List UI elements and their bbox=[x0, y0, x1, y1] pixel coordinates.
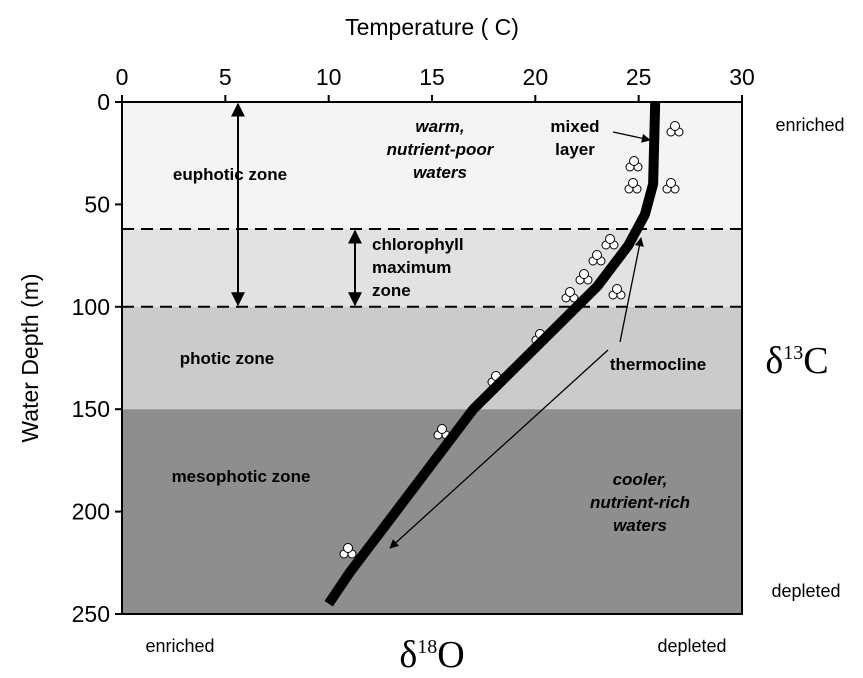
zone-label: euphotic zone bbox=[173, 165, 287, 184]
x-tick-label: 5 bbox=[219, 64, 232, 90]
x-tick-label: 20 bbox=[523, 64, 549, 90]
isotope-element: C bbox=[803, 340, 828, 382]
zone-label: mesophotic zone bbox=[172, 467, 311, 486]
x-tick-label: 25 bbox=[626, 64, 652, 90]
x-tick-label: 15 bbox=[419, 64, 445, 90]
x-tick-label: 30 bbox=[729, 64, 755, 90]
annotation: nutrient-poor bbox=[387, 140, 495, 159]
isotope-mass: 18 bbox=[417, 636, 437, 658]
y-isotope-bottom: depleted bbox=[771, 581, 840, 601]
y-tick-label: 50 bbox=[84, 191, 110, 217]
annotation: layer bbox=[555, 140, 595, 159]
annotation: waters bbox=[413, 163, 467, 182]
x-tick-label: 10 bbox=[316, 64, 342, 90]
x-tick-label: 0 bbox=[116, 64, 129, 90]
zone-band bbox=[122, 306, 742, 410]
annotation: nutrient-rich bbox=[590, 493, 690, 512]
y-axis-title: Water Depth (m) bbox=[17, 273, 43, 442]
y-tick-label: 150 bbox=[72, 396, 110, 422]
isotope-mass: 13 bbox=[783, 342, 803, 364]
annotation: mixed bbox=[550, 117, 599, 136]
isotope-symbol: δ bbox=[765, 340, 783, 382]
zone-band bbox=[122, 409, 742, 614]
y-tick-label: 200 bbox=[72, 499, 110, 525]
zone-label: maximum bbox=[372, 258, 451, 277]
zone-label: chlorophyll bbox=[372, 235, 464, 254]
y-tick-label: 0 bbox=[97, 89, 110, 115]
x-isotope: δ18O bbox=[399, 634, 464, 673]
pointer-arrows bbox=[389, 131, 651, 549]
x-axis-title: Temperature ( C) bbox=[345, 14, 519, 40]
x-isotope-right: depleted bbox=[657, 636, 726, 656]
x-isotope-left: enriched bbox=[145, 636, 214, 656]
zone-label: photic zone bbox=[180, 349, 274, 368]
isotope-element: O bbox=[437, 634, 464, 673]
annotation: thermocline bbox=[610, 355, 706, 374]
annotation: cooler, bbox=[613, 470, 668, 489]
annotation: waters bbox=[613, 516, 667, 535]
annotation: warm, bbox=[415, 117, 464, 136]
y-tick-label: 100 bbox=[72, 294, 110, 320]
isotope-symbol: δ bbox=[399, 634, 417, 673]
y-isotope-top: enriched bbox=[775, 115, 844, 135]
zone-label: zone bbox=[372, 281, 411, 300]
y-isotope: δ13C bbox=[765, 340, 828, 382]
y-tick-label: 250 bbox=[72, 601, 110, 627]
temperature-profile bbox=[324, 101, 661, 607]
